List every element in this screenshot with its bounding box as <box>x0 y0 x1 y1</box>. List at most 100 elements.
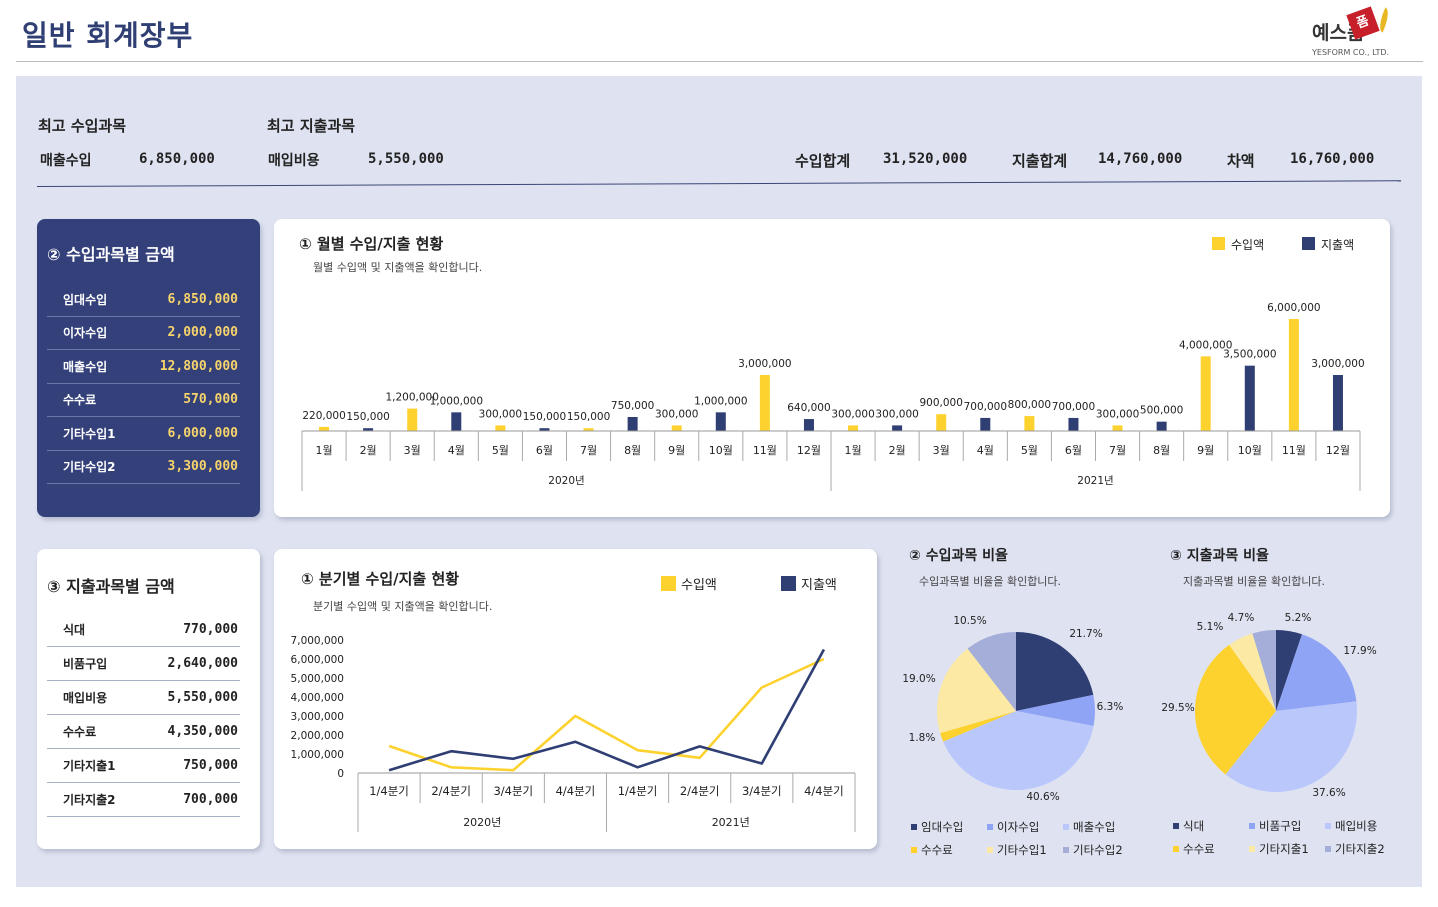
tick-label: 11월 <box>1282 444 1306 457</box>
data-label: 220,000 <box>302 410 345 422</box>
data-label: 800,000 <box>1008 399 1051 411</box>
income-table-title: ② 수입과목별 금액 <box>47 245 175 264</box>
income-table-card: ② 수입과목별 금액 임대수입 6,850,000 이자수입 2,000,000 매출수… <box>37 219 260 517</box>
tick-label: 8월 <box>624 444 641 457</box>
row-value: 12,800,000 <box>159 358 238 374</box>
pie-slice <box>1252 630 1276 711</box>
bar <box>936 414 947 431</box>
bar <box>583 428 594 431</box>
row-label: 식대 <box>63 623 86 637</box>
data-label: 6,000,000 <box>1267 302 1320 314</box>
tick-label: 4/4분기 <box>804 784 844 798</box>
y-tick-label: 4,000,000 <box>291 692 344 704</box>
income-total-value: 31,520,000 <box>883 151 968 167</box>
tick-label: 2/4분기 <box>680 784 720 798</box>
legend-label: 매입비용 <box>1335 819 1377 833</box>
bar <box>1288 319 1299 431</box>
table-row: 이자수입 2,000,000 <box>47 316 240 351</box>
monthly-chart-subtitle: 월별 수입액 및 지출액을 확인합니다. <box>313 261 483 274</box>
legend-label: 이자수입 <box>997 820 1039 834</box>
tick-label: 9월 <box>1197 444 1214 457</box>
legend-swatch <box>661 576 676 591</box>
data-label: 300,000 <box>875 408 918 420</box>
legend-swatch <box>1212 237 1225 250</box>
pie-slice <box>1229 633 1276 711</box>
slice-label: 40.6% <box>1026 791 1059 803</box>
group-label: 2020년 <box>463 816 501 829</box>
row-label: 비품구입 <box>63 657 108 671</box>
tick-label: 1/4분기 <box>618 784 658 798</box>
slice-label: 4.7% <box>1228 612 1255 624</box>
quarterly-chart-title: ① 분기별 수입/지출 현황 <box>301 570 460 588</box>
row-label: 기타수입1 <box>63 426 116 441</box>
data-label: 750,000 <box>611 400 654 412</box>
bar <box>848 425 859 431</box>
group-label: 2020년 <box>548 475 584 487</box>
data-label: 3,500,000 <box>1223 349 1276 361</box>
legend-swatch <box>1249 846 1255 852</box>
table-row: 매출수입 12,800,000 <box>47 350 240 384</box>
legend-swatch <box>911 847 917 853</box>
legend-label: 기타지출1 <box>1259 842 1309 856</box>
y-tick-label: 0 <box>337 768 344 780</box>
y-tick-label: 7,000,000 <box>291 635 344 647</box>
row-value: 3,300,000 <box>167 459 238 474</box>
top-income-value: 6,850,000 <box>139 151 215 167</box>
tick-label: 3월 <box>933 444 950 457</box>
row-label: 기타지출1 <box>63 759 116 773</box>
table-row: 임대수입 6,850,000 <box>47 283 240 317</box>
legend-swatch <box>911 824 917 830</box>
tick-label: 6월 <box>536 444 553 457</box>
row-label: 수수료 <box>63 725 97 739</box>
bar <box>451 412 462 431</box>
legend-swatch <box>1173 846 1179 852</box>
tick-label: 4/4분기 <box>556 784 596 798</box>
pie-slice <box>940 711 1016 742</box>
legend-swatch <box>1063 847 1069 853</box>
y-tick-label: 6,000,000 <box>291 654 344 666</box>
tick-label: 1월 <box>315 444 332 457</box>
row-label: 이자수입 <box>63 326 108 341</box>
data-label: 1,200,000 <box>385 392 438 404</box>
data-label: 700,000 <box>964 401 1007 413</box>
row-label: 매출수입 <box>63 359 108 374</box>
slice-label: 21.7% <box>1069 628 1102 640</box>
table-row: 비품구입 2,640,000 <box>47 647 240 681</box>
data-label: 3,000,000 <box>738 358 791 370</box>
bar <box>319 426 330 431</box>
slice-label: 10.5% <box>953 615 986 627</box>
row-value: 6,000,000 <box>167 425 238 441</box>
tick-label: 6월 <box>1065 444 1082 457</box>
legend-label: 식대 <box>1183 819 1204 833</box>
income-total-label: 수입합계 <box>795 152 851 170</box>
data-label: 900,000 <box>919 397 962 409</box>
tick-label: 11월 <box>753 444 777 457</box>
data-label: 150,000 <box>567 411 610 423</box>
tick-label: 10월 <box>709 444 733 457</box>
y-tick-label: 5,000,000 <box>291 673 344 685</box>
income-pie-title: ② 수입과목 비율 <box>909 548 1008 564</box>
legend-label: 비품구입 <box>1259 819 1301 833</box>
tick-label: 7월 <box>1109 444 1126 457</box>
bar <box>1244 365 1255 431</box>
legend-label: 매출수입 <box>1073 820 1115 834</box>
bar <box>1024 416 1035 431</box>
slice-label: 1.8% <box>909 732 936 744</box>
data-label: 300,000 <box>1096 408 1139 420</box>
row-label: 임대수입 <box>63 293 108 307</box>
bar <box>407 408 418 431</box>
expense-total-label: 지출합계 <box>1012 152 1068 170</box>
legend-label: 기타수입1 <box>997 843 1047 857</box>
monthly-chart-card: ① 월별 수입/지출 현황 월별 수입액 및 지출액을 확인합니다. 수입액 지출… <box>274 219 1390 517</box>
legend-label: 수입액 <box>1231 238 1264 252</box>
top-expense-value: 5,550,000 <box>368 151 444 167</box>
legend-swatch <box>1325 823 1331 829</box>
legend-swatch <box>781 576 796 591</box>
data-label: 700,000 <box>1052 401 1095 413</box>
row-value: 2,000,000 <box>167 325 238 341</box>
data-label: 4,000,000 <box>1179 339 1232 351</box>
bar <box>539 428 550 431</box>
expense-table-title: ③ 지출과목별 금액 <box>47 577 175 596</box>
table-row: 수수료 4,350,000 <box>47 715 240 749</box>
pie-charts: 21.7% 6.3% 40.6% 1.8% 19.0% 10.5% 임대수입 이자수입 매출수입… <box>902 612 1384 857</box>
